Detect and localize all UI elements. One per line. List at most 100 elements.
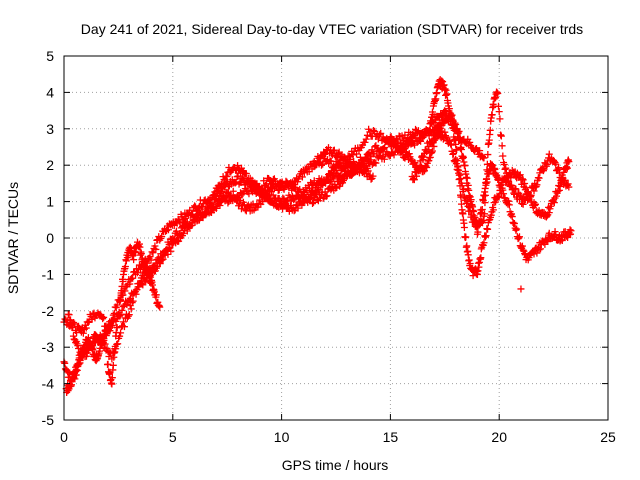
- data-point-marker: [478, 218, 486, 226]
- data-point-marker: [460, 223, 468, 231]
- data-point-marker: [111, 342, 119, 350]
- data-point-marker: [281, 199, 289, 207]
- data-point-marker: [463, 242, 471, 250]
- tick-labels: 0 5 10 15 20 25 -5 -4 -3 -2 -1 0 1 2 3 4 5: [42, 48, 616, 445]
- data-point-marker: [186, 206, 194, 214]
- data-point-marker: [479, 153, 487, 161]
- x-tick-label: 20: [491, 429, 507, 445]
- data-point-marker: [113, 324, 121, 332]
- data-point-marker: [565, 183, 573, 191]
- data-point-marker: [554, 165, 562, 173]
- data-point-marker: [535, 174, 543, 182]
- data-point-marker: [505, 197, 513, 205]
- data-point-marker: [458, 182, 466, 190]
- data-point-marker: [553, 192, 561, 200]
- data-point-marker: [551, 159, 559, 167]
- data-point-marker: [182, 214, 190, 222]
- data-point-marker: [369, 126, 377, 134]
- data-point-marker: [167, 247, 175, 255]
- data-point-marker: [263, 190, 271, 198]
- data-point-marker: [428, 148, 436, 156]
- data-point-marker: [445, 105, 453, 113]
- data-point-marker: [423, 163, 431, 171]
- y-tick-label: 3: [46, 121, 54, 137]
- data-point-marker: [401, 144, 409, 152]
- data-point-marker: [362, 135, 370, 143]
- data-point-marker: [361, 138, 369, 146]
- data-markers: [60, 76, 575, 396]
- data-point-marker: [420, 153, 428, 161]
- data-point-marker: [124, 312, 132, 320]
- data-point-marker: [456, 171, 464, 179]
- data-point-marker: [279, 205, 287, 213]
- data-point-marker: [327, 177, 335, 185]
- data-point-marker: [494, 193, 502, 201]
- data-point-marker: [498, 142, 506, 150]
- data-point-marker: [218, 180, 226, 188]
- data-point-marker: [156, 303, 164, 311]
- data-point-marker: [543, 160, 551, 168]
- data-point-marker: [129, 297, 137, 305]
- data-point-marker: [115, 308, 123, 316]
- data-point-marker: [483, 160, 491, 168]
- data-point-marker: [147, 273, 155, 281]
- data-point-marker: [449, 125, 457, 133]
- data-point-marker: [517, 285, 525, 293]
- data-point-marker: [535, 246, 543, 254]
- data-point-marker: [290, 207, 298, 215]
- data-point-marker: [567, 227, 575, 235]
- data-point-marker: [497, 131, 505, 139]
- data-point-marker: [109, 361, 117, 369]
- data-point-marker: [494, 89, 502, 97]
- data-point-marker: [321, 150, 329, 158]
- data-point-marker: [323, 192, 331, 200]
- data-point-marker: [415, 165, 423, 173]
- data-point-marker: [127, 305, 135, 313]
- data-point-marker: [242, 170, 250, 178]
- data-point-marker: [563, 164, 571, 172]
- data-point-marker: [537, 245, 545, 253]
- data-point-marker: [84, 334, 92, 342]
- data-point-marker: [203, 209, 211, 217]
- data-point-marker: [564, 180, 572, 188]
- data-point-marker: [158, 232, 166, 240]
- data-point-marker: [550, 199, 558, 207]
- data-point-marker: [237, 205, 245, 213]
- data-point-marker: [530, 187, 538, 195]
- data-point-marker: [117, 296, 125, 304]
- data-point-marker: [481, 191, 489, 199]
- data-point-marker: [61, 359, 69, 367]
- data-point-marker: [159, 255, 167, 263]
- data-point-marker: [465, 203, 473, 211]
- data-point-marker: [72, 371, 80, 379]
- data-point-marker: [295, 188, 303, 196]
- data-point-marker: [507, 211, 515, 219]
- data-point-marker: [499, 186, 507, 194]
- data-point-marker: [453, 146, 461, 154]
- x-tick-label: 25: [600, 429, 616, 445]
- data-point-marker: [322, 192, 330, 200]
- data-point-marker: [113, 301, 121, 309]
- data-point-marker: [119, 303, 127, 311]
- data-point-marker: [271, 197, 279, 205]
- data-point-marker: [531, 201, 539, 209]
- data-point-marker: [420, 132, 428, 140]
- data-point-marker: [82, 352, 90, 360]
- x-tick-label: 0: [60, 429, 68, 445]
- data-point-marker: [545, 150, 553, 158]
- data-point-marker: [518, 242, 526, 250]
- data-point-marker: [426, 153, 434, 161]
- data-point-marker: [519, 246, 527, 254]
- data-point-marker: [187, 221, 195, 229]
- data-point-marker: [405, 150, 413, 158]
- data-point-marker: [561, 176, 569, 184]
- data-point-marker: [501, 165, 509, 173]
- data-point-marker: [555, 164, 563, 172]
- data-point-marker: [512, 185, 520, 193]
- data-point-marker: [363, 162, 371, 170]
- data-point-marker: [484, 225, 492, 233]
- data-point-marker: [99, 315, 107, 323]
- data-point-marker: [494, 102, 502, 110]
- y-tick-label: -3: [42, 339, 55, 355]
